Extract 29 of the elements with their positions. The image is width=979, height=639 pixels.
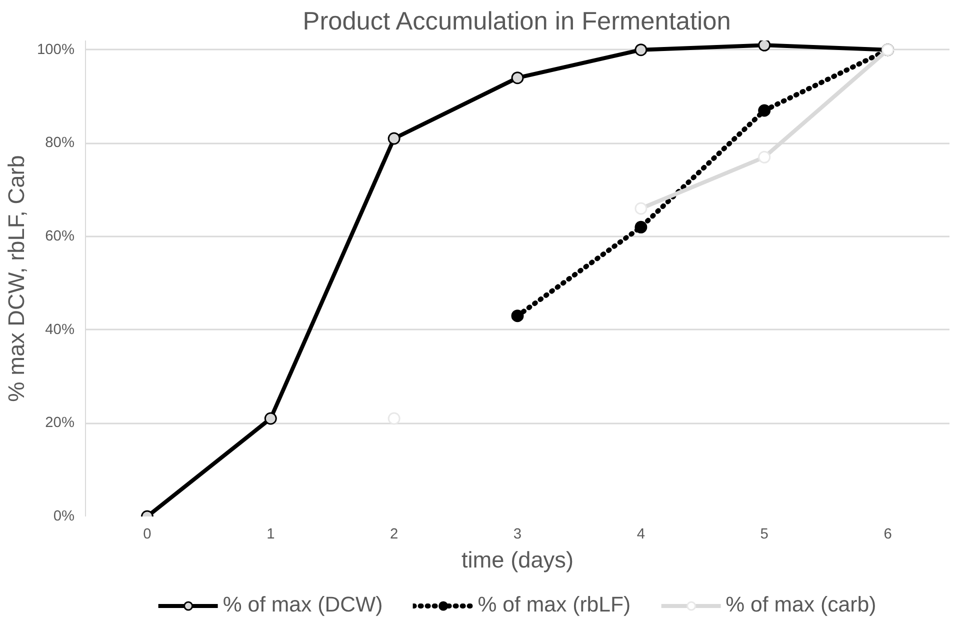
- legend-label: % of max (DCW): [222, 592, 383, 618]
- x-tick-label: 5: [760, 526, 768, 542]
- x-tick-label: 4: [636, 526, 646, 542]
- point: [634, 44, 648, 56]
- y-tick-label: 40%: [45, 322, 75, 338]
- point: [388, 132, 400, 145]
- x-tick-label: 1: [266, 526, 275, 542]
- x-tick-label: 3: [513, 526, 522, 542]
- y-tick-label: 0%: [53, 508, 75, 524]
- x-tick-label: 0: [143, 526, 152, 542]
- chart-title: Product Accumulation in Fermentation: [302, 8, 731, 36]
- y-tick-label: 60%: [45, 228, 75, 244]
- x-tick-label: 6: [884, 526, 892, 542]
- point: [758, 150, 771, 164]
- y-tick-label: 100%: [37, 42, 75, 58]
- y-tick-label: 20%: [45, 415, 75, 432]
- point: [634, 202, 648, 215]
- x-tick-label: 2: [390, 526, 398, 542]
- point: [758, 104, 771, 117]
- y-tick-label: 80%: [45, 135, 75, 152]
- y-axis-title: % max DCW, rbLF, Carb: [3, 155, 30, 402]
- point: [264, 412, 277, 425]
- point: [634, 220, 648, 234]
- point: [511, 310, 524, 322]
- legend-label: % of max (rbLF): [478, 592, 631, 618]
- legend-label: % of max (carb): [726, 592, 876, 618]
- x-axis-title: time (days): [461, 546, 574, 572]
- point: [511, 72, 524, 84]
- point: [758, 40, 771, 52]
